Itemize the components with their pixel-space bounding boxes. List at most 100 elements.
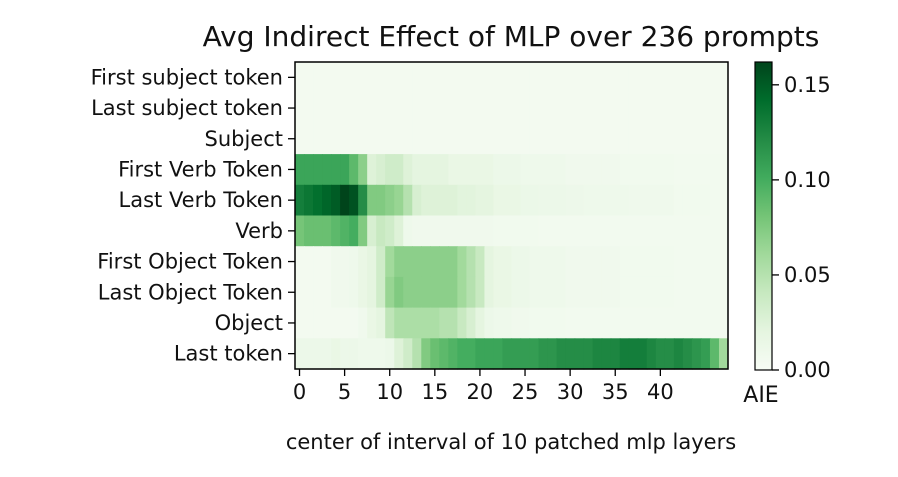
heatmap-cell: [430, 276, 440, 309]
heatmap-cell: [394, 92, 404, 124]
heatmap-cell: [664, 215, 675, 247]
heatmap-cell: [295, 338, 305, 370]
heatmap-cell: [673, 184, 684, 217]
heatmap-cell: [304, 276, 314, 309]
heatmap-cell: [493, 338, 504, 370]
heatmap-cell: [349, 276, 359, 309]
heatmap-cell: [430, 307, 440, 339]
heatmap-cell: [439, 123, 449, 155]
heatmap-cell: [646, 246, 657, 278]
heatmap-cell: [700, 338, 711, 370]
heatmap-cell: [367, 307, 377, 339]
heatmap-cell: [439, 62, 449, 94]
heatmap-cell: [592, 307, 603, 339]
heatmap-cell: [565, 123, 576, 155]
heatmap-cell: [511, 154, 522, 186]
heatmap-cell: [502, 62, 513, 94]
plot-frame: [294, 61, 729, 370]
heatmap-cell: [601, 307, 612, 339]
heatmap-cell: [358, 184, 368, 217]
heatmap-cell: [484, 123, 495, 155]
chart-title: Avg Indirect Effect of MLP over 236 prom…: [203, 20, 820, 53]
heatmap-cell: [376, 184, 386, 217]
heatmap-cell: [358, 338, 368, 370]
heatmap-cell: [421, 92, 431, 124]
heatmap-cell: [691, 307, 702, 339]
heatmap-cell: [520, 338, 531, 370]
heatmap-cell: [439, 184, 449, 217]
heatmap-cell: [592, 184, 603, 217]
heatmap-cell: [547, 307, 558, 339]
heatmap-cell: [304, 62, 314, 94]
heatmap-cell: [637, 246, 648, 278]
heatmap-cell: [547, 154, 558, 186]
heatmap-cell: [439, 307, 449, 339]
heatmap-cell: [709, 154, 720, 186]
heatmap-cell: [412, 338, 422, 370]
heatmap-cell: [403, 154, 413, 186]
heatmap-cell: [475, 184, 486, 217]
heatmap-cell: [340, 307, 350, 339]
heatmap-cell: [637, 215, 648, 247]
heatmap-cell: [538, 92, 549, 124]
heatmap-cell: [331, 123, 341, 155]
heatmap-cell: [466, 307, 477, 339]
x-tick-label: 35: [602, 380, 629, 404]
heatmap-cell: [493, 154, 504, 186]
heatmap-cell: [583, 338, 594, 370]
heatmap-cell: [385, 62, 395, 94]
heatmap-cell: [511, 246, 522, 278]
heatmap-cell: [700, 307, 711, 339]
heatmap-cell: [385, 215, 395, 247]
heatmap-cell: [475, 338, 486, 370]
heatmap-cell: [502, 123, 513, 155]
heatmap-cell: [349, 123, 359, 155]
heatmap-cell: [475, 123, 486, 155]
heatmap-cell: [313, 307, 323, 339]
heatmap-cell: [682, 154, 693, 186]
heatmap-cell: [718, 92, 729, 124]
heatmap-cell: [439, 215, 449, 247]
heatmap-cell: [565, 276, 576, 309]
heatmap-cell: [340, 276, 350, 309]
heatmap-cell: [700, 62, 711, 94]
colorbar: [754, 61, 773, 371]
heatmap-cell: [313, 154, 323, 186]
heatmap-cell: [502, 154, 513, 186]
heatmap-cell: [556, 154, 567, 186]
heatmap-cell: [367, 215, 377, 247]
heatmap-cell: [403, 215, 413, 247]
heatmap-cell: [493, 276, 504, 309]
heatmap-cell: [619, 154, 630, 186]
heatmap-cell: [637, 276, 648, 309]
heatmap-cell: [709, 338, 720, 370]
heatmap-cell: [511, 62, 522, 94]
heatmap-cell: [619, 307, 630, 339]
y-tick-label: Verb: [235, 219, 283, 243]
heatmap-cell: [619, 246, 630, 278]
heatmap-cell: [682, 92, 693, 124]
heatmap-cell: [520, 276, 531, 309]
heatmap-cell: [619, 184, 630, 217]
heatmap-cell: [367, 276, 377, 309]
heatmap-cell: [592, 338, 603, 370]
heatmap-cell: [412, 184, 422, 217]
heatmap-cell: [691, 215, 702, 247]
heatmap-cell: [673, 338, 684, 370]
heatmap-cell: [583, 307, 594, 339]
heatmap-cell: [556, 92, 567, 124]
heatmap-cell: [592, 246, 603, 278]
heatmap-cell: [448, 338, 458, 370]
heatmap-cell: [655, 92, 666, 124]
heatmap-cell: [322, 184, 332, 217]
x-tick-label: 25: [512, 380, 539, 404]
heatmap-cell: [709, 62, 720, 94]
heatmap-cell: [385, 92, 395, 124]
heatmap-cell: [547, 276, 558, 309]
heatmap-cell: [439, 92, 449, 124]
heatmap-cell: [340, 184, 350, 217]
heatmap-cell: [304, 307, 314, 339]
y-tick-label: First Object Token: [97, 250, 283, 274]
heatmap-cell: [511, 92, 522, 124]
heatmap-cell: [574, 123, 585, 155]
